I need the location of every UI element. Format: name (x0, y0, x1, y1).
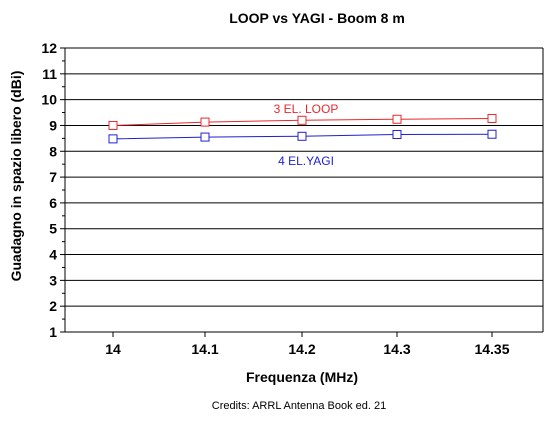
y-tick-label: 11 (42, 66, 57, 82)
data-point-marker (297, 131, 307, 141)
data-point-marker (108, 134, 118, 144)
y-tick-label: 9 (49, 117, 57, 133)
y-tick-label: 5 (49, 221, 57, 237)
y-tick-label: 2 (49, 298, 57, 314)
x-axis-label: Frequenza (MHz) (246, 369, 358, 385)
data-point-marker (200, 117, 210, 127)
x-tick-label: 14.3 (383, 341, 410, 357)
credits-text: Credits: ARRL Antenna Book ed. 21 (212, 400, 386, 412)
data-point-marker (108, 120, 118, 130)
x-tick-label: 14.1 (191, 341, 218, 357)
y-tick-label: 6 (49, 195, 57, 211)
y-tick-label: 4 (49, 247, 57, 263)
data-point-marker (487, 129, 497, 139)
x-tick-label: 14 (105, 341, 121, 357)
x-tick-label: 14.35 (474, 341, 509, 357)
data-point-marker (392, 129, 402, 139)
data-point-marker (487, 113, 497, 123)
y-axis-label: Guadagno in spazio libero (dBi) (8, 71, 24, 282)
chart-title: LOOP vs YAGI - Boom 8 m (229, 10, 405, 26)
series-label: 3 EL. LOOP (274, 102, 339, 116)
data-point-marker (297, 115, 307, 125)
y-tick-label: 1 (49, 324, 57, 340)
data-point-marker (200, 132, 210, 142)
series-layer: 3 EL. LOOP 4 EL.YAGI (108, 102, 497, 168)
data-point-marker (392, 114, 402, 124)
y-tick-label: 7 (49, 169, 57, 185)
grid-layer (65, 47, 543, 307)
series-label: 4 EL.YAGI (278, 154, 334, 168)
x-tick-label: 14.2 (288, 341, 315, 357)
y-tick-label: 10 (41, 92, 57, 108)
y-tick-label: 12 (41, 40, 57, 56)
y-tick-label: 8 (49, 143, 57, 159)
y-tick-label: 3 (49, 272, 57, 288)
